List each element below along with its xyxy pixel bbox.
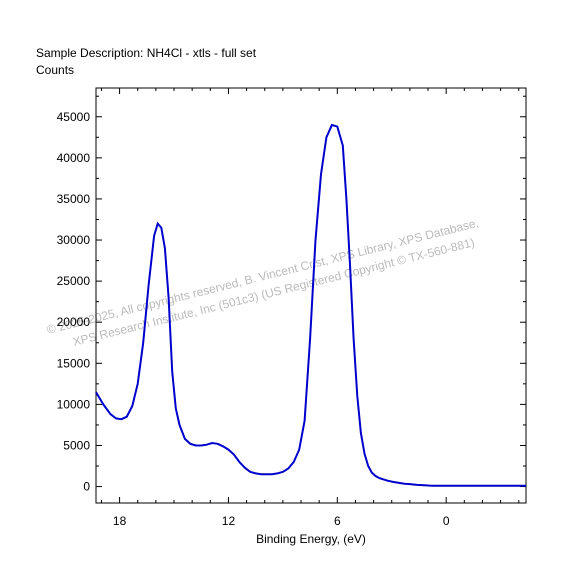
- y-axis-label: Counts: [36, 63, 75, 77]
- watermark-line-2: XPS Research Institute, Inc (501c3) (US …: [71, 235, 476, 349]
- x-axis: 18 12 6 0: [100, 88, 520, 528]
- x-tick-label: 12: [222, 514, 236, 528]
- y-tick-label: 0: [83, 480, 90, 494]
- spectrum-line: [95, 123, 526, 487]
- y-tick-label: 45000: [57, 110, 91, 124]
- y-tick-label: 5000: [63, 438, 90, 452]
- y-tick-label: 15000: [57, 356, 91, 370]
- watermark-line-1: © 2025-2025, All copyrights reserved, B.…: [45, 216, 480, 337]
- x-tick-label: 6: [334, 514, 341, 528]
- y-tick-label: 30000: [57, 233, 91, 247]
- plot-frame: [95, 87, 527, 504]
- y-tick-label: 25000: [57, 274, 91, 288]
- y-tick-label: 40000: [57, 151, 91, 165]
- copyright-watermark: © 2025-2025, All copyrights reserved, B.…: [45, 216, 480, 349]
- y-axis: 0 5000 10000 15000 20000 25000 30000 35000 40000…: [57, 95, 526, 494]
- y-tick-label: 20000: [57, 315, 91, 329]
- y-tick-label: 35000: [57, 192, 91, 206]
- chart-title: Sample Description: NH4Cl - xtls - full …: [36, 46, 257, 60]
- x-axis-label: Binding Energy, (eV): [256, 532, 366, 546]
- y-tick-label: 10000: [57, 397, 91, 411]
- x-tick-label: 18: [113, 514, 127, 528]
- x-tick-label: 0: [443, 514, 450, 528]
